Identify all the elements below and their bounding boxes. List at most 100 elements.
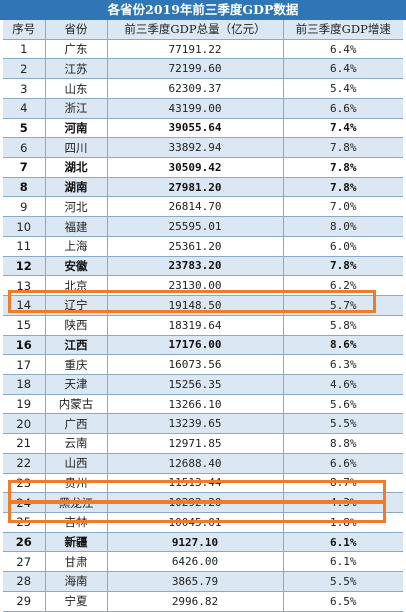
table-row: 12 安徽 23783.20 7.8% [3, 256, 403, 277]
rank-cell: 18 [3, 374, 46, 395]
growth-cell: 6.5% [283, 591, 403, 612]
province-cell: 浙江 [45, 98, 108, 119]
table-row: 23 贵州 11513.44 8.7% [3, 473, 403, 494]
rank-cell: 2 [3, 58, 46, 80]
table-row: 22 山西 12688.40 6.6% [3, 453, 403, 474]
growth-cell: 8.7% [283, 473, 403, 494]
growth-cell: 5.8% [283, 315, 403, 336]
province-cell: 四川 [45, 137, 108, 159]
rank-cell: 13 [3, 275, 46, 297]
table-row: 5 河南 39055.64 7.4% [3, 118, 403, 139]
table-row: 29 宁夏 2996.82 6.5% [3, 591, 403, 612]
growth-cell: 8.8% [283, 433, 403, 454]
rank-cell: 25 [3, 512, 46, 533]
province-cell: 重庆 [45, 354, 108, 375]
rank-cell: 26 [3, 532, 46, 553]
growth-cell: 5.4% [283, 78, 403, 99]
rank-cell: 8 [3, 177, 46, 198]
rank-cell: 19 [3, 394, 46, 415]
gdp-cell: 15256.35 [107, 374, 284, 395]
growth-cell: 6.1% [283, 532, 403, 553]
rank-cell: 1 [3, 39, 46, 60]
rank-cell: 27 [3, 551, 46, 573]
province-cell: 新疆 [45, 532, 108, 553]
growth-cell: 7.0% [283, 196, 403, 218]
table-row: 28 海南 3865.79 5.5% [3, 571, 403, 592]
rank-cell: 28 [3, 571, 46, 592]
table-row: 15 陕西 18319.64 5.8% [3, 315, 403, 336]
growth-cell: 6.4% [283, 58, 403, 80]
table-row: 17 重庆 16073.56 6.3% [3, 354, 403, 375]
header-rank: 序号 [3, 20, 46, 40]
rank-cell: 11 [3, 236, 46, 257]
rank-cell: 29 [3, 591, 46, 612]
gdp-cell: 39055.64 [107, 118, 284, 139]
province-cell: 山东 [45, 78, 108, 99]
gdp-cell: 16073.56 [107, 354, 284, 375]
gdp-cell: 2996.82 [107, 591, 284, 612]
province-cell: 甘肃 [45, 551, 108, 573]
gdp-cell: 9127.10 [107, 532, 284, 553]
growth-cell: 8.6% [283, 335, 403, 356]
gdp-cell: 10045.01 [107, 512, 284, 533]
growth-cell: 1.8% [283, 512, 403, 533]
gdp-cell: 13239.65 [107, 413, 284, 435]
gdp-cell: 10292.20 [107, 492, 284, 513]
growth-cell: 6.2% [283, 275, 403, 297]
table-row: 8 湖南 27981.20 7.8% [3, 177, 403, 198]
growth-cell: 7.8% [283, 137, 403, 159]
province-cell: 内蒙古 [45, 394, 108, 415]
gdp-cell: 19148.50 [107, 295, 284, 316]
province-cell: 山西 [45, 453, 108, 474]
table-row: 7 湖北 30509.42 7.8% [3, 157, 403, 178]
gdp-cell: 17176.00 [107, 335, 284, 356]
gdp-cell: 18319.64 [107, 315, 284, 336]
province-cell: 宁夏 [45, 591, 108, 612]
province-cell: 福建 [45, 216, 108, 237]
growth-cell: 4.6% [283, 374, 403, 395]
rank-cell: 23 [3, 473, 46, 494]
gdp-cell: 27981.20 [107, 177, 284, 198]
gdp-cell: 3865.79 [107, 571, 284, 592]
growth-cell: 7.8% [283, 177, 403, 198]
table-row: 25 吉林 10045.01 1.8% [3, 512, 403, 533]
gdp-cell: 12971.85 [107, 433, 284, 454]
province-cell: 上海 [45, 236, 108, 257]
growth-cell: 7.8% [283, 256, 403, 277]
rank-cell: 10 [3, 216, 46, 237]
rank-cell: 7 [3, 157, 46, 178]
rank-cell: 4 [3, 98, 46, 119]
province-cell: 广东 [45, 39, 108, 60]
gdp-cell: 62309.37 [107, 78, 284, 99]
table-row: 19 内蒙古 13266.10 5.6% [3, 394, 403, 415]
rank-cell: 9 [3, 196, 46, 218]
growth-cell: 4.3% [283, 492, 403, 513]
growth-cell: 6.4% [283, 39, 403, 60]
table-row: 3 山东 62309.37 5.4% [3, 78, 403, 99]
growth-cell: 5.5% [283, 571, 403, 592]
gdp-cell: 43199.00 [107, 98, 284, 119]
province-cell: 贵州 [45, 473, 108, 494]
rank-cell: 21 [3, 433, 46, 454]
province-cell: 河北 [45, 196, 108, 218]
rank-cell: 20 [3, 413, 46, 435]
table-row: 1 广东 77191.22 6.4% [3, 39, 403, 60]
province-cell: 吉林 [45, 512, 108, 533]
gdp-cell: 11513.44 [107, 473, 284, 494]
rank-cell: 14 [3, 295, 46, 316]
gdp-cell: 26814.70 [107, 196, 284, 218]
gdp-cell: 23130.00 [107, 275, 284, 297]
table-row: 21 云南 12971.85 8.8% [3, 433, 403, 454]
growth-cell: 6.1% [283, 551, 403, 573]
rank-cell: 5 [3, 118, 46, 139]
table-title: 各省份2019年前三季度GDP数据 [0, 0, 406, 20]
table-row: 20 广西 13239.65 5.5% [3, 413, 403, 435]
table-row: 10 福建 25595.01 8.0% [3, 216, 403, 237]
province-cell: 湖北 [45, 157, 108, 178]
rank-cell: 22 [3, 453, 46, 474]
province-cell: 辽宁 [45, 295, 108, 316]
gdp-cell: 12688.40 [107, 453, 284, 474]
growth-cell: 5.7% [283, 295, 403, 316]
province-cell: 江西 [45, 335, 108, 356]
table-row: 14 辽宁 19148.50 5.7% [3, 295, 403, 316]
